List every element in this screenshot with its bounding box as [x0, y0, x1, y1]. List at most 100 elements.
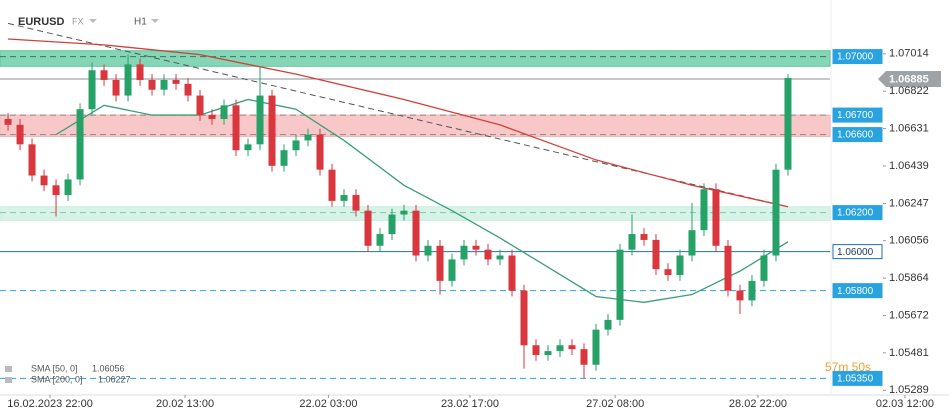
y-tick-label: 1.06056 — [889, 235, 929, 247]
candle-body — [424, 245, 432, 256]
x-tick-label: 20.02 13:00 — [156, 398, 214, 410]
candle-body — [640, 234, 648, 240]
candle-body — [736, 290, 744, 301]
x-tick-label: 27.02 08:00 — [586, 398, 644, 410]
candle-body — [196, 95, 204, 116]
candle-body — [472, 245, 480, 250]
y-tick-label: 1.06631 — [889, 122, 929, 134]
candle-body — [676, 255, 684, 276]
candle-body — [76, 109, 84, 180]
candle-body — [580, 349, 588, 365]
dropdown-icon[interactable] — [151, 19, 159, 23]
candle-body — [208, 115, 216, 119]
candle-body — [460, 245, 468, 260]
candle-body — [436, 245, 444, 281]
legend-name: SMA [50, 0] — [31, 363, 78, 373]
candle-body — [700, 189, 708, 231]
candle-body — [172, 79, 180, 84]
candle-body — [592, 329, 600, 365]
level-label-box — [832, 283, 883, 299]
candle-body — [712, 189, 720, 246]
candle-body — [784, 78, 792, 170]
candle-body — [364, 210, 372, 246]
level-label-box — [832, 127, 883, 143]
candle-body — [52, 185, 60, 196]
candle-body — [148, 79, 156, 90]
candle-body — [376, 234, 384, 246]
x-tick-label: 22.02 03:00 — [299, 398, 357, 410]
zone — [0, 114, 831, 138]
candle-body — [64, 179, 72, 196]
candle-body — [184, 83, 192, 96]
candles — [4, 54, 792, 379]
y-tick-label: 1.05864 — [889, 272, 929, 284]
candle-body — [508, 255, 516, 291]
candle-body — [232, 105, 240, 151]
candle-body — [772, 169, 780, 256]
symbol[interactable]: EURUSD — [18, 16, 65, 28]
x-tick-label: 23.02 17:00 — [441, 398, 499, 410]
indicators — [7, 22, 789, 303]
candle-body — [124, 64, 132, 96]
x-tick-label: 16.02.2023 22:00 — [7, 398, 93, 410]
timeframe[interactable]: H1 — [134, 17, 147, 28]
legend-name: SMA [200, 0] — [31, 374, 83, 384]
candle-body — [340, 195, 348, 201]
countdown: 57m 50s — [825, 360, 871, 374]
level-label: 1.06200 — [837, 208, 874, 219]
candle-body — [532, 345, 540, 355]
candle-body — [100, 70, 108, 80]
candle-body — [724, 245, 732, 291]
x-tick-label: 28.02 22:00 — [729, 398, 787, 410]
level-label-box — [832, 205, 883, 221]
candle-body — [520, 290, 528, 346]
candle-body — [268, 95, 276, 166]
level-label-box — [832, 370, 883, 386]
dropdown-icon[interactable] — [89, 19, 97, 23]
candle-body — [16, 124, 24, 145]
y-tick-label: 1.07014 — [889, 48, 929, 60]
current-price-label: 1.06885 — [889, 73, 929, 85]
legend-value: 1.06056 — [92, 363, 125, 373]
legend-icon[interactable] — [5, 377, 12, 383]
candle-body — [28, 144, 36, 176]
level-label: 1.06600 — [837, 130, 874, 141]
candle-body — [412, 210, 420, 256]
legend-value: 1.06227 — [98, 374, 131, 384]
candle-body — [112, 79, 120, 96]
candle-body — [40, 175, 48, 186]
candle-body — [688, 230, 696, 256]
level-label: 1.06700 — [837, 110, 874, 121]
candle-body — [88, 70, 96, 110]
level-label-box — [832, 107, 883, 123]
candle-body — [292, 140, 300, 151]
current-price-box — [878, 70, 941, 87]
candle-body — [160, 79, 168, 90]
candle-body — [304, 134, 312, 141]
candle-body — [544, 351, 552, 355]
candle-body — [136, 64, 144, 80]
level-label: 1.05800 — [837, 286, 874, 297]
candle-body — [484, 249, 492, 260]
candle-body — [220, 105, 228, 119]
legend-icon[interactable] — [5, 366, 12, 372]
candle-body — [496, 255, 504, 260]
candle-body — [244, 144, 252, 151]
candle-body — [748, 280, 756, 301]
x-tick-label: 02.03 12:00 — [876, 398, 934, 410]
candle-body — [400, 210, 408, 215]
level-label: 1.07000 — [837, 52, 874, 63]
level-label: 1.05350 — [837, 374, 874, 385]
candle-body — [4, 118, 12, 125]
candle-body — [652, 239, 660, 270]
candle-body — [604, 319, 612, 330]
candle-body — [760, 255, 768, 281]
candle-body — [628, 234, 636, 250]
candle-body — [556, 345, 564, 352]
candle-body — [388, 214, 396, 235]
candle-body — [316, 134, 324, 170]
zone — [0, 50, 831, 67]
